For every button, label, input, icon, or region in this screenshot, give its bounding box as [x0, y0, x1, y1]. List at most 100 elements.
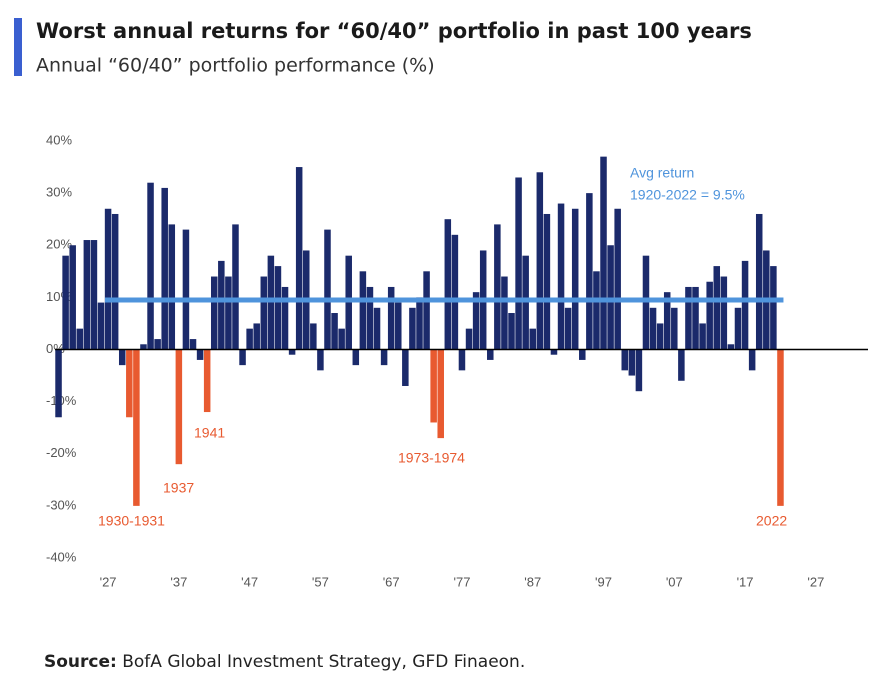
x-tick-label: '17 — [737, 574, 754, 589]
average-label: 1920-2022 = 9.5% — [630, 187, 745, 203]
average-label: Avg return — [630, 165, 694, 181]
bar — [196, 349, 204, 360]
bar — [76, 328, 84, 350]
bar — [345, 255, 352, 350]
bar — [628, 349, 636, 376]
bar — [295, 167, 303, 350]
bar — [210, 276, 218, 350]
bar — [331, 313, 338, 350]
bar — [501, 276, 508, 350]
y-tick-label: -20% — [46, 445, 77, 460]
bar — [154, 339, 161, 350]
source-text: BofA Global Investment Strategy, GFD Fin… — [122, 652, 525, 672]
bar — [395, 302, 402, 350]
bar — [175, 349, 183, 465]
bar — [458, 349, 466, 371]
bar — [621, 349, 629, 371]
bar — [111, 213, 119, 350]
bar — [423, 271, 430, 350]
bar — [246, 328, 253, 350]
bar — [90, 240, 98, 350]
bar — [147, 182, 154, 350]
bar — [239, 349, 246, 366]
bar — [260, 276, 268, 350]
bar — [522, 255, 529, 350]
bar — [225, 276, 232, 350]
bar — [614, 208, 621, 350]
bar — [734, 307, 742, 350]
bar — [536, 172, 544, 350]
bar — [409, 307, 416, 350]
bar — [465, 328, 473, 350]
chart-subtitle: Annual “60/40” portfolio performance (%) — [36, 55, 435, 77]
bar — [748, 349, 756, 371]
bar — [288, 349, 296, 355]
y-tick-label: -40% — [46, 549, 77, 564]
bar — [494, 224, 501, 350]
bar — [663, 292, 671, 350]
y-tick-label: 40% — [46, 132, 72, 147]
bar — [741, 260, 749, 350]
bar — [451, 234, 459, 350]
bar — [281, 286, 289, 350]
x-tick-label: '47 — [241, 574, 258, 589]
bar — [487, 349, 494, 360]
bar — [83, 240, 91, 350]
x-tick-label: '97 — [595, 574, 612, 589]
bar — [104, 208, 112, 350]
x-tick-label: '57 — [312, 574, 329, 589]
chart-title: Worst annual returns for “60/40” portfol… — [36, 19, 752, 43]
bar — [69, 245, 76, 350]
bar — [126, 349, 133, 418]
bar — [557, 203, 565, 350]
bar — [579, 349, 586, 360]
y-tick-label: -30% — [46, 497, 77, 512]
bar — [338, 328, 345, 350]
x-tick-label: '37 — [170, 574, 187, 589]
bar — [430, 349, 437, 423]
y-tick-label: 30% — [46, 185, 72, 200]
bar — [607, 245, 614, 350]
bar — [380, 349, 388, 366]
bar — [324, 229, 331, 350]
bar — [253, 323, 260, 350]
annotation: 1941 — [194, 425, 225, 441]
bar — [402, 349, 409, 386]
bar — [593, 271, 600, 350]
bar — [586, 193, 593, 350]
bar — [529, 328, 536, 350]
bar — [182, 229, 190, 350]
bar — [564, 307, 572, 350]
bar — [515, 177, 522, 350]
bar — [727, 344, 735, 350]
bar — [713, 266, 721, 350]
bar — [692, 286, 699, 350]
bar — [685, 286, 692, 350]
bar — [642, 255, 650, 350]
bar — [133, 349, 140, 506]
bar — [387, 286, 395, 350]
bar — [770, 266, 777, 350]
bar — [97, 302, 105, 350]
bar — [416, 297, 423, 350]
bar — [571, 208, 579, 350]
bar — [218, 260, 225, 350]
bar — [189, 339, 197, 350]
bar — [649, 307, 657, 350]
bar — [359, 271, 367, 350]
bar — [140, 344, 147, 350]
annotation: 1930-1931 — [98, 513, 165, 529]
bar — [437, 349, 444, 439]
bar — [317, 349, 324, 371]
annotation: 1973-1974 — [398, 450, 465, 466]
bar — [543, 213, 551, 350]
bar — [274, 266, 282, 350]
x-tick-label: '07 — [666, 574, 683, 589]
bar — [671, 307, 678, 350]
bar — [352, 349, 360, 366]
bar — [472, 292, 480, 350]
bar — [62, 255, 69, 350]
bar — [755, 213, 763, 350]
bar — [267, 255, 275, 350]
